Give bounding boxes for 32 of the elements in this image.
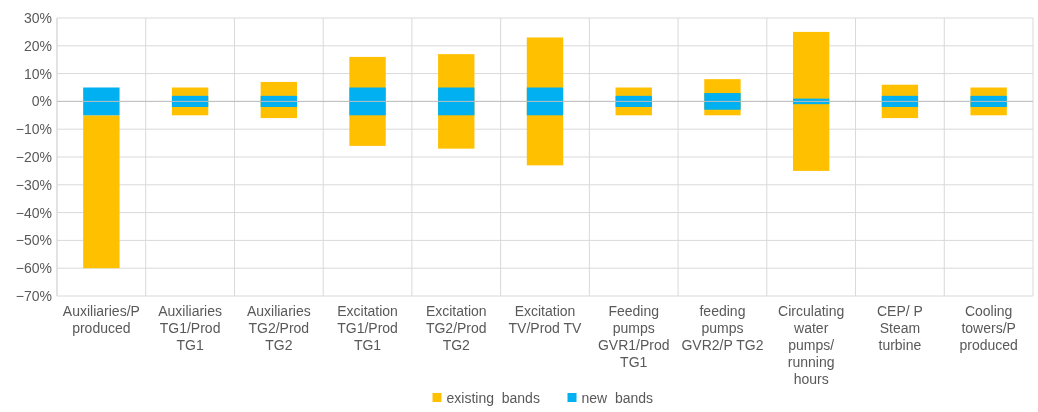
x-tick-label: Cooling towers/P produced (959, 303, 1018, 353)
legend-label: existing bands (446, 389, 540, 406)
bar (792, 31, 830, 171)
y-tick-label: −70% (15, 287, 52, 304)
y-tick-label: −10% (15, 121, 52, 138)
bar (349, 87, 386, 116)
bar (83, 87, 120, 116)
y-tick-label: −40% (15, 204, 52, 221)
bar (970, 95, 1007, 107)
legend-label: new bands (581, 389, 654, 406)
y-tick-label: −60% (15, 260, 52, 277)
x-tick-label: Auxiliaries TG2/Prod TG2 (246, 303, 311, 353)
y-tick-label: −30% (15, 176, 52, 193)
bar (526, 87, 564, 116)
x-tick-label: Auxiliaries TG1/Prod TG1 (158, 303, 222, 353)
x-tick-label: Circulating water pumps/ running hours (778, 303, 845, 387)
x-tick-label: CEP/ P Steam turbine (876, 303, 923, 353)
bar (704, 93, 741, 110)
x-tick-label: Auxiliaries/P produced (62, 303, 140, 336)
y-tick-label: 10% (23, 65, 52, 82)
y-tick-label: −50% (15, 232, 52, 249)
y-tick-label: 0% (31, 93, 52, 110)
x-tick-label: Excitation TG2/Prod TG2 (425, 303, 487, 353)
y-tick-label: 20% (23, 37, 52, 54)
y-tick-label: −20% (15, 148, 52, 165)
x-tick-label: Excitation TV/Prod TV (508, 303, 583, 336)
x-tick-label: Feeding pumps GVR1/Prod TG1 (597, 303, 670, 370)
x-tick-label: feeding pumps GVR2/P TG2 (681, 303, 764, 353)
x-tick-label: Excitation TG1/Prod TG1 (337, 303, 398, 353)
bar (83, 115, 120, 269)
y-tick-label: 30% (23, 9, 52, 26)
bar (438, 87, 475, 116)
